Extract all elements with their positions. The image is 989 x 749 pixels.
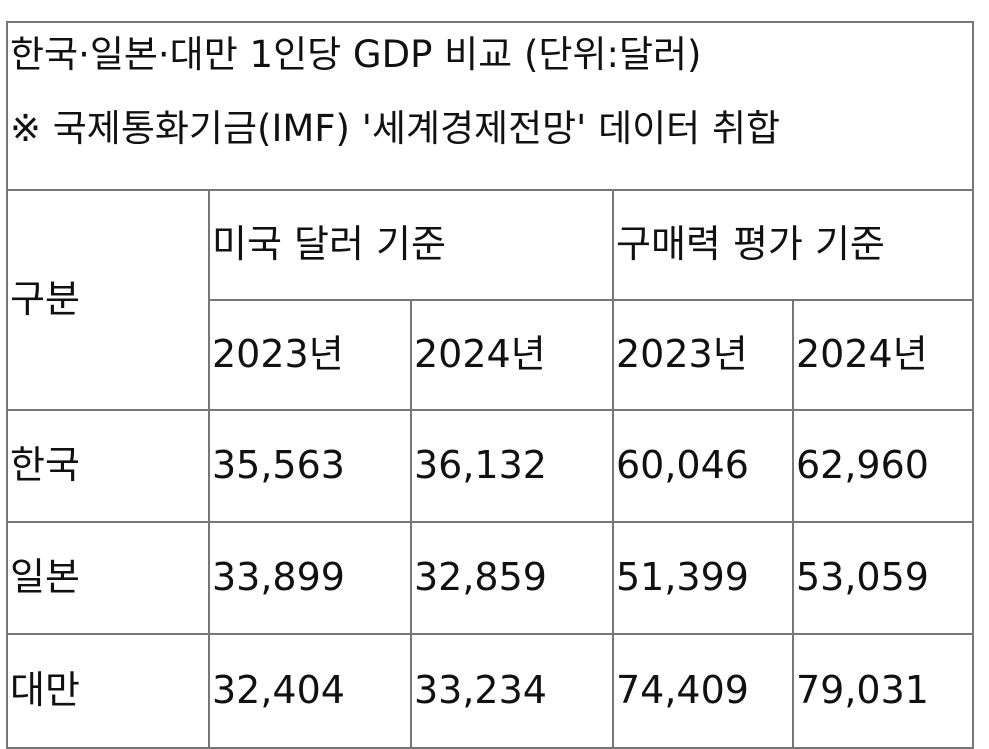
caption-row: 한국·일본·대만 1인당 GDP 비교 (단위:달러) ※ 국제통화기금(IMF… [6, 21, 974, 191]
header-year-usd-2024: 2024년 [410, 299, 614, 411]
value-cell: 33,899 [208, 521, 412, 635]
table-title: 한국·일본·대만 1인당 GDP 비교 (단위:달러) [10, 33, 702, 76]
gdp-comparison-table: 한국·일본·대만 1인당 GDP 비교 (단위:달러) ※ 국제통화기금(IMF… [6, 21, 974, 749]
table-row: 일본 33,899 32,859 51,399 53,059 [6, 521, 974, 635]
value-cell: 79,031 [792, 633, 974, 749]
source-note: ※ 국제통화기금(IMF) '세계경제전망' 데이터 취합 [10, 107, 781, 150]
header-year-ppp-2024: 2024년 [792, 299, 974, 411]
value-cell: 33,234 [410, 633, 614, 749]
header-category: 구분 [6, 189, 210, 411]
value-cell: 32,404 [208, 633, 412, 749]
header-row-years: 2023년 2024년 2023년 2024년 [7, 299, 974, 411]
value-cell: 74,409 [612, 633, 794, 749]
value-cell: 32,859 [410, 521, 614, 635]
header-usd-group: 미국 달러 기준 [208, 189, 614, 301]
header-ppp-group: 구매력 평가 기준 [612, 189, 974, 301]
country-cell: 한국 [6, 409, 210, 523]
value-cell: 35,563 [208, 409, 412, 523]
header-year-usd-2023: 2023년 [208, 299, 412, 411]
country-cell: 일본 [6, 521, 210, 635]
table-row: 한국 35,563 36,132 60,046 62,960 [6, 409, 974, 523]
table-caption: 한국·일본·대만 1인당 GDP 비교 (단위:달러) ※ 국제통화기금(IMF… [6, 21, 974, 191]
header-year-ppp-2023: 2023년 [612, 299, 794, 411]
country-cell: 대만 [6, 633, 210, 749]
value-cell: 36,132 [410, 409, 614, 523]
header-row-groups: 구분 미국 달러 기준 구매력 평가 기준 [6, 189, 974, 411]
table-row: 대만 32,404 33,234 74,409 79,031 [6, 633, 974, 749]
value-cell: 60,046 [612, 409, 794, 523]
value-cell: 53,059 [792, 521, 974, 635]
value-cell: 51,399 [612, 521, 794, 635]
value-cell: 62,960 [792, 409, 974, 523]
